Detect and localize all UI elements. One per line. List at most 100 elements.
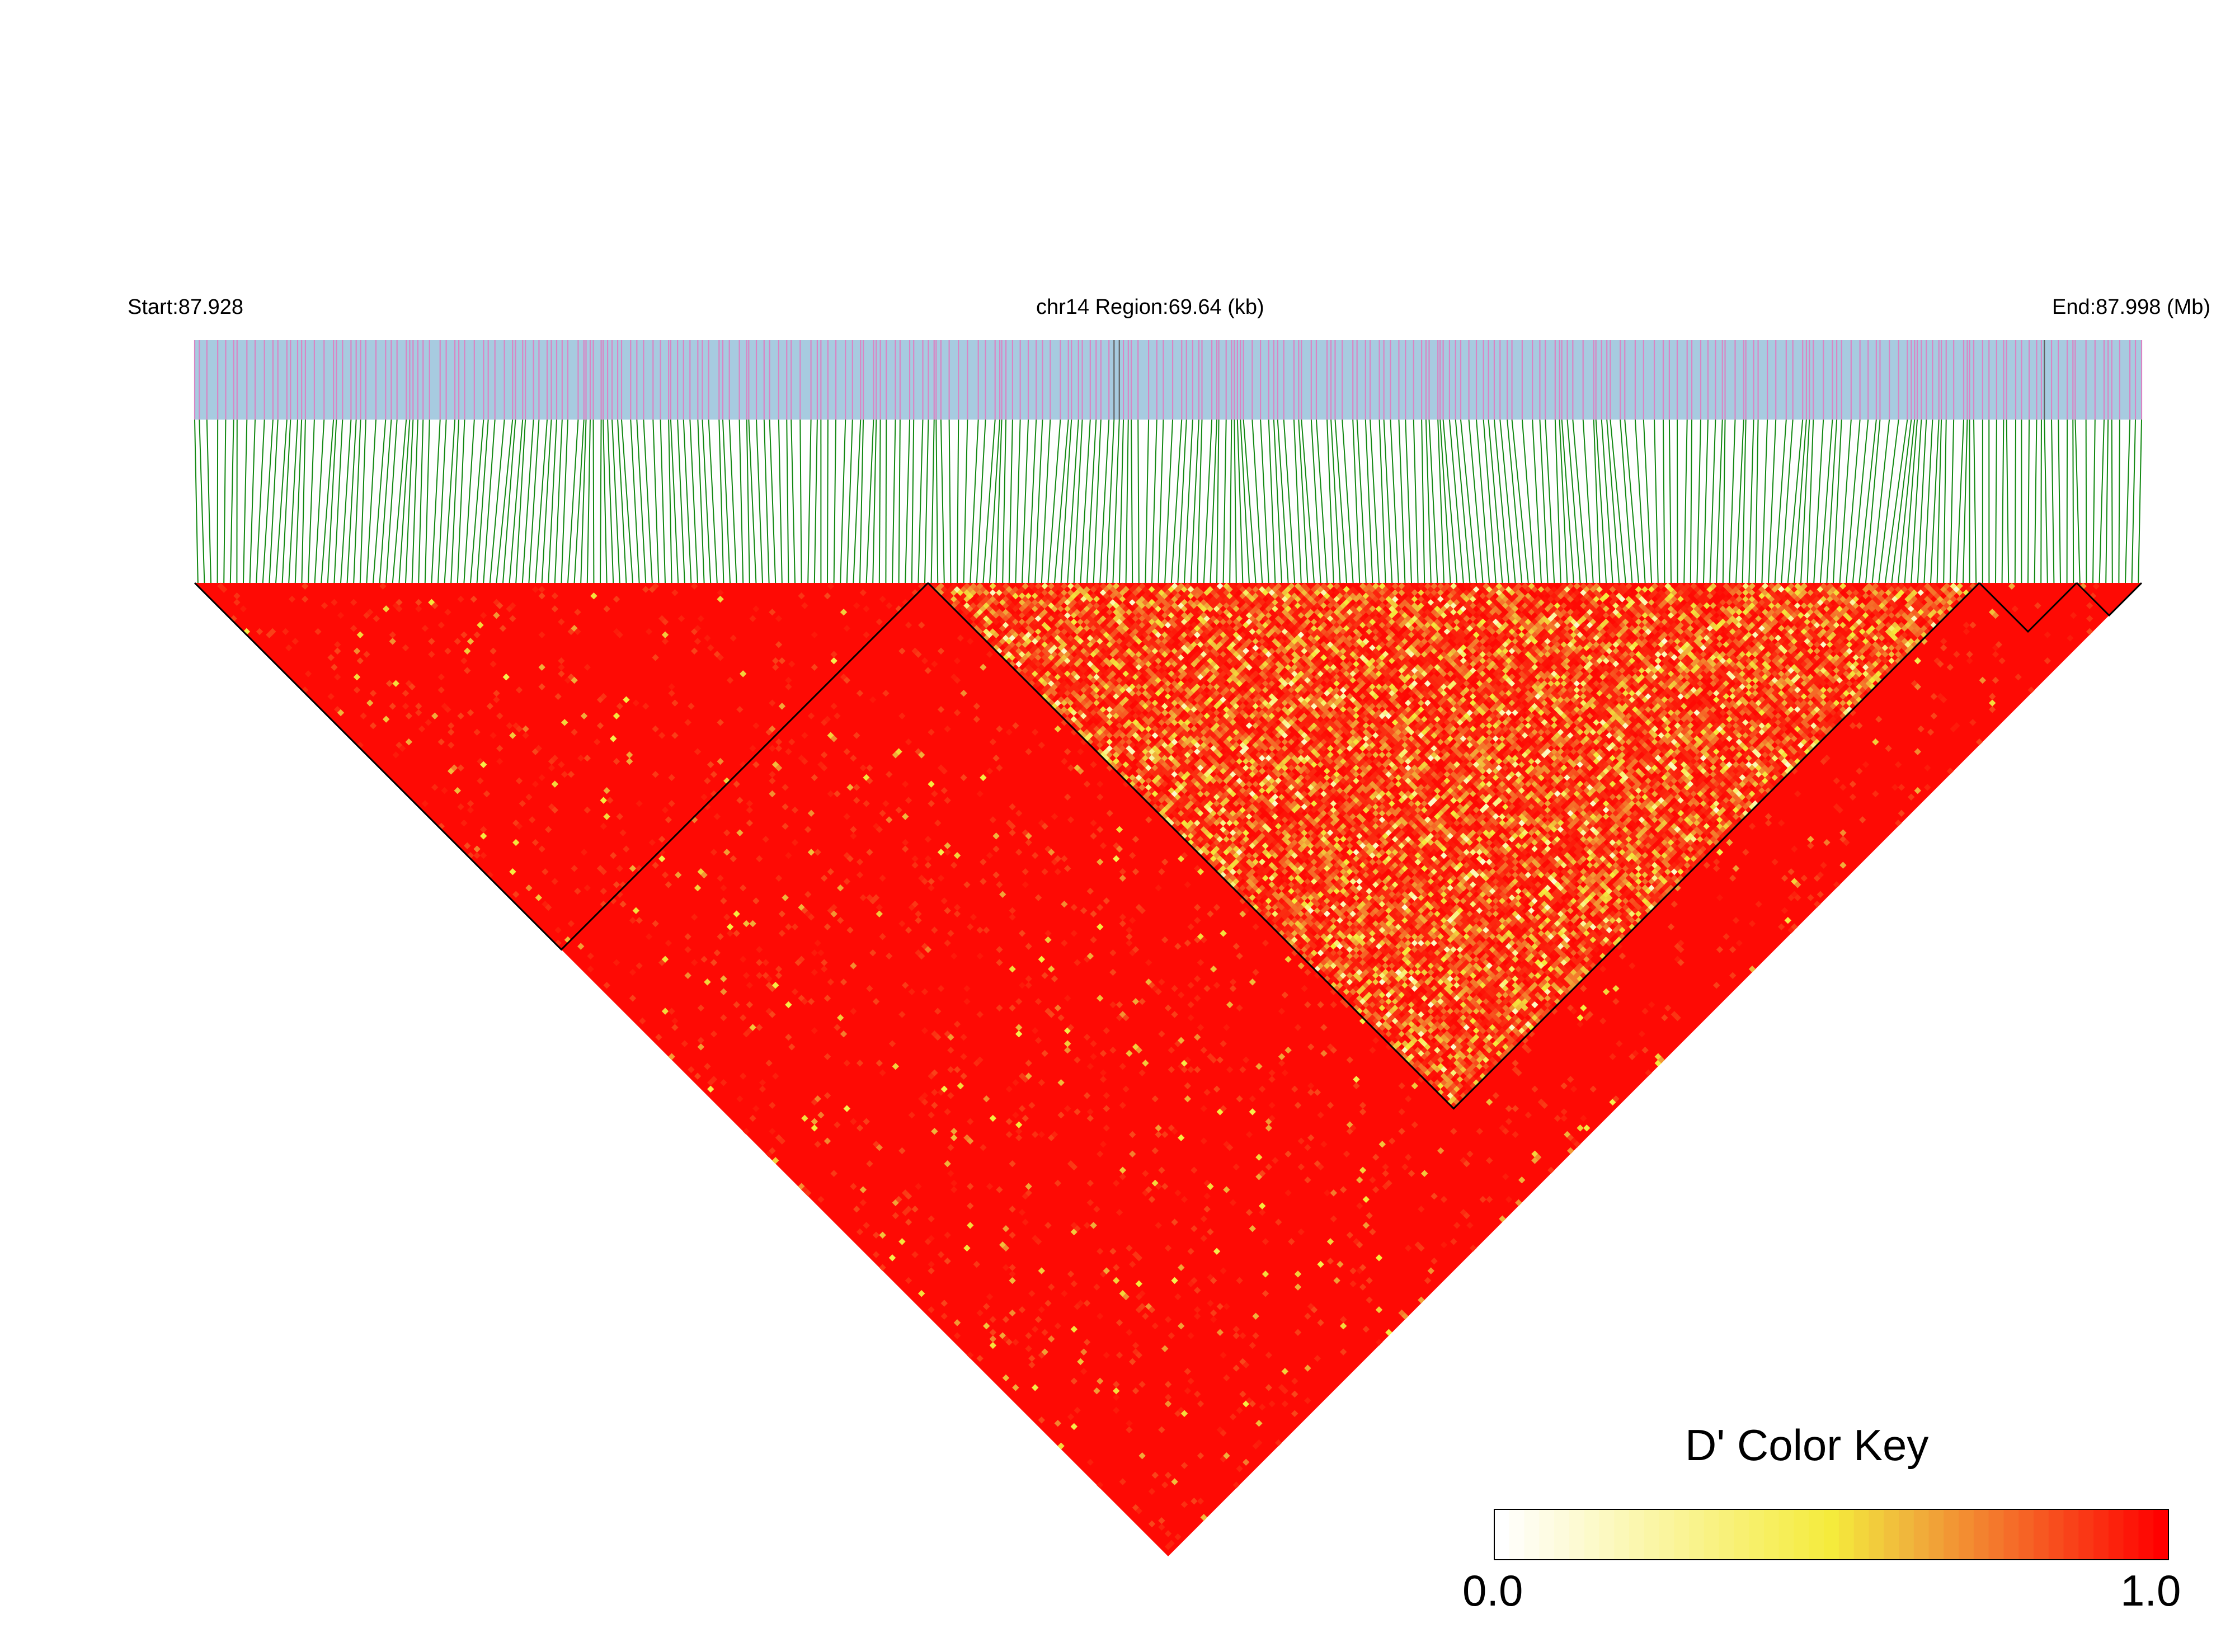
ld-cell [859, 1199, 867, 1207]
ld-cell [778, 910, 786, 917]
ld-cell [1187, 1332, 1194, 1339]
snp-connector [1190, 419, 1199, 583]
ld-cell [755, 972, 763, 980]
ld-cell [928, 1260, 935, 1268]
ld-cell [233, 599, 241, 606]
ld-cell [720, 988, 727, 996]
ld-cell [1119, 1166, 1127, 1174]
snp-connector [1582, 419, 1594, 583]
ld-cell [755, 946, 763, 953]
ld-cell [473, 631, 481, 639]
snp-connector [1342, 419, 1354, 583]
ld-cell [791, 806, 799, 814]
ld-cell [389, 631, 397, 639]
ld-cell [463, 667, 471, 674]
ld-cell [580, 712, 588, 720]
ld-cell [898, 920, 906, 928]
ld-cell [953, 1066, 961, 1074]
snp-connector [444, 419, 456, 583]
ld-cell [1187, 1248, 1194, 1255]
ld-cell [856, 871, 864, 879]
snp-connector [437, 419, 447, 583]
ld-cell [720, 1014, 727, 1022]
ld-cell [531, 586, 539, 593]
ld-cell [986, 1183, 994, 1190]
ld-cell [567, 920, 575, 928]
ld-cell [836, 1014, 844, 1022]
ld-cell [1239, 1332, 1246, 1339]
ld-cell [1268, 1400, 1276, 1408]
snp-connector [586, 419, 591, 583]
ld-cell [742, 1127, 750, 1135]
ld-cell [636, 800, 643, 807]
ld-cell [1116, 1352, 1123, 1359]
ld-cell [1018, 1208, 1026, 1216]
ld-cell [437, 622, 445, 629]
ld-cell [1025, 1332, 1032, 1339]
ld-cell [1138, 1289, 1146, 1297]
ld-cell [746, 800, 754, 807]
ld-cell [1015, 1024, 1023, 1031]
ld-cell [1207, 1300, 1214, 1307]
ld-cell [1012, 1111, 1019, 1119]
ld-cell [824, 1137, 831, 1145]
ld-cell [1025, 1189, 1032, 1197]
ld-cell [652, 654, 659, 661]
ld-cell [668, 1008, 675, 1015]
ld-cell [1005, 1338, 1013, 1346]
ld-cell [535, 894, 543, 901]
ld-cell [717, 719, 724, 726]
ld-cell [1200, 1514, 1208, 1521]
snp-connector [353, 419, 361, 583]
ld-cell [613, 757, 620, 765]
snp-connector [199, 419, 205, 583]
snp-connector [1448, 419, 1464, 583]
ld-cell [473, 728, 481, 736]
ld-cell [1028, 1102, 1036, 1109]
snp-connector [1268, 419, 1276, 583]
snp-connector [373, 419, 387, 583]
snp-connector [1177, 419, 1187, 583]
ld-cell [619, 829, 627, 836]
snp-connector-lines [194, 419, 2142, 583]
ld-cell [976, 1011, 984, 1018]
snp-connector [1093, 419, 1102, 583]
snp-connector [1774, 419, 1787, 583]
snp-connector [1620, 419, 1633, 583]
ld-cell [441, 787, 448, 794]
ld-cell [493, 689, 500, 697]
ld-cell [947, 1033, 954, 1041]
snp-connector [1703, 419, 1709, 583]
ld-cell [775, 965, 783, 973]
ld-cell [528, 816, 536, 823]
snp-connector [1034, 419, 1043, 583]
ld-cell [950, 1186, 958, 1193]
snp-connector [813, 419, 818, 583]
ld-cell [720, 897, 727, 905]
ld-cell [613, 712, 620, 720]
snp-connector [1099, 419, 1110, 583]
snp-connector [2027, 419, 2030, 583]
ld-cell [600, 822, 608, 830]
ld-cell [769, 790, 776, 798]
snp-connector [1073, 419, 1083, 583]
ld-cell [1177, 1322, 1185, 1330]
ld-cell [405, 712, 413, 720]
ld-cell [960, 1072, 967, 1080]
ld-cell [629, 916, 637, 924]
ld-cell [707, 761, 714, 769]
ld-cell [742, 972, 750, 980]
ld-cell [584, 663, 591, 671]
ld-cell [447, 741, 455, 749]
ld-cell [1262, 1289, 1269, 1297]
snp-connector [636, 419, 647, 583]
ld-cell [1044, 1300, 1052, 1307]
ld-cell [934, 1008, 942, 1015]
ld-cell [428, 651, 435, 658]
ld-cell [1083, 1222, 1091, 1229]
ld-cell [483, 790, 491, 798]
ld-cell [1015, 1121, 1023, 1128]
ld-cell [931, 1089, 938, 1096]
ld-cell [593, 738, 601, 746]
ld-cell [1015, 1030, 1023, 1038]
